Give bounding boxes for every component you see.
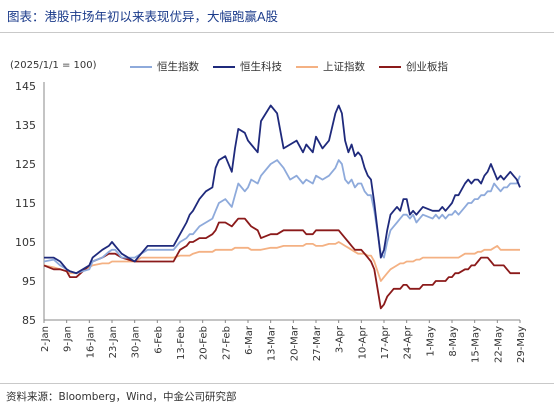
x-tick-label: 13-Feb — [176, 326, 187, 360]
x-tick-label: 30-Jan — [131, 326, 142, 358]
y-tick-label: 85 — [22, 314, 36, 327]
x-tick-label: 16-Jan — [85, 326, 96, 358]
x-tick-label: 15-May — [471, 326, 482, 363]
x-tick-label: 24-Apr — [403, 325, 414, 359]
legend-label-hstech: 恒生科技 — [240, 61, 282, 73]
x-tick-label: 27-Mar — [312, 325, 323, 361]
x-tick-label: 6-Mar — [244, 325, 255, 355]
chart-legend: 恒生指数 恒生科技 上证指数 创业板指 — [130, 59, 448, 74]
x-tick-label: 8-May — [448, 326, 459, 357]
x-tick-label: 10-Apr — [357, 325, 368, 359]
x-tick-label: 17-Apr — [380, 325, 391, 359]
legend-item-chinext: 创业板指 — [379, 59, 448, 74]
legend-item-sse: 上证指数 — [296, 59, 365, 74]
y-tick-label: 125 — [15, 158, 36, 171]
y-tick-label: 95 — [22, 275, 36, 288]
legend-item-hsi: 恒生指数 — [130, 59, 199, 74]
legend-label-hsi: 恒生指数 — [157, 61, 199, 73]
legend-swatch-sse — [296, 65, 318, 68]
y-axis-base-label: (2025/1/1 = 100) — [10, 60, 97, 71]
top-divider — [0, 32, 554, 33]
x-tick-label: 1-May — [425, 326, 436, 357]
x-tick-label: 2-Jan — [40, 326, 51, 352]
y-tick-label: 115 — [15, 197, 36, 210]
legend-swatch-hstech — [213, 65, 235, 68]
figure-title: 图表：港股市场年初以来表现优异，大幅跑赢A股 — [7, 9, 279, 24]
source-note: 资料来源：Bloomberg，Wind，中金公司研究部 — [6, 391, 237, 403]
y-tick-label: 135 — [15, 119, 36, 132]
y-tick-label: 145 — [15, 80, 36, 93]
x-tick-label: 13-Mar — [267, 325, 278, 361]
x-tick-label: 6-Feb — [153, 326, 164, 354]
legend-swatch-chinext — [379, 65, 401, 68]
x-tick-label: 23-Jan — [108, 326, 119, 358]
x-tick-label: 3-Apr — [335, 325, 346, 353]
series-line-0 — [43, 159, 521, 275]
x-tick-label: 27-Feb — [221, 326, 232, 360]
x-tick-label: 20-Feb — [199, 326, 210, 360]
x-tick-label: 20-Mar — [289, 325, 300, 361]
legend-item-hstech: 恒生科技 — [213, 59, 282, 74]
x-tick-label: 29-May — [516, 326, 527, 363]
bottom-divider — [0, 383, 554, 384]
legend-label-chinext: 创业板指 — [406, 61, 448, 73]
legend-swatch-hsi — [130, 65, 152, 68]
x-tick-label: 9-Jan — [63, 326, 74, 352]
legend-label-sse: 上证指数 — [323, 61, 365, 73]
series-line-3 — [43, 217, 520, 310]
y-tick-label: 105 — [15, 236, 36, 249]
series-line-2 — [43, 241, 520, 282]
series-line-1 — [44, 104, 521, 275]
x-tick-label: 22-May — [493, 326, 504, 363]
